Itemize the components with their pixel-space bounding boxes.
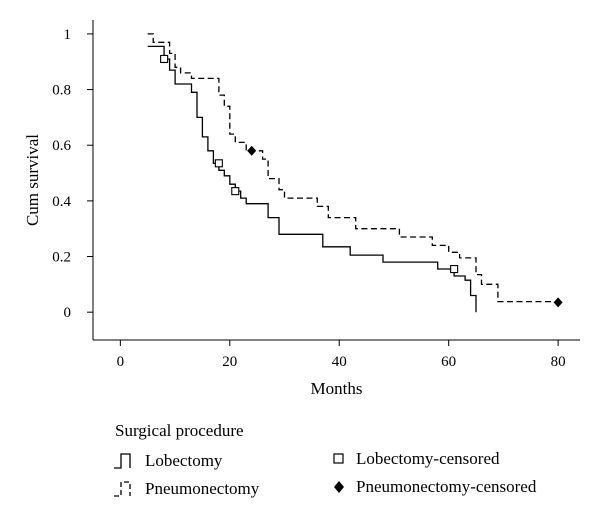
censor-marker-lobectomy <box>214 159 223 168</box>
y-axis-label: Cum survival <box>23 134 42 226</box>
censor-marker-lobectomy <box>450 264 459 274</box>
y-ticks: 0 0.2 0.4 0.6 0.8 1 <box>52 27 93 321</box>
y-tick-label: 0.4 <box>52 194 71 210</box>
series-line-lobectomy <box>147 45 477 313</box>
censor-marker-pneumonectomy <box>553 297 563 308</box>
x-ticks: 0 20 40 60 80 <box>117 340 566 370</box>
series-line-pneumonectomy <box>147 33 559 303</box>
censor-marker-lobectomy <box>231 187 240 196</box>
series-layer <box>147 33 563 313</box>
censor-marker-pneumonectomy <box>247 145 257 156</box>
y-tick-label: 0.8 <box>52 83 71 99</box>
x-tick-label: 80 <box>551 354 566 370</box>
x-tick-label: 20 <box>222 354 237 370</box>
y-tick-label: 0.6 <box>52 138 71 154</box>
censor-marker-lobectomy <box>160 54 169 64</box>
x-tick-label: 60 <box>441 354 456 370</box>
x-axis-label: Months <box>311 379 363 398</box>
y-tick-label: 0 <box>64 305 72 321</box>
y-tick-label: 0.2 <box>52 250 71 266</box>
axes: 0 0.2 0.4 0.6 0.8 1 0 20 40 60 80 <box>52 20 580 370</box>
x-tick-label: 40 <box>332 354 347 370</box>
y-tick-label: 1 <box>64 27 72 43</box>
x-tick-label: 0 <box>117 354 125 370</box>
